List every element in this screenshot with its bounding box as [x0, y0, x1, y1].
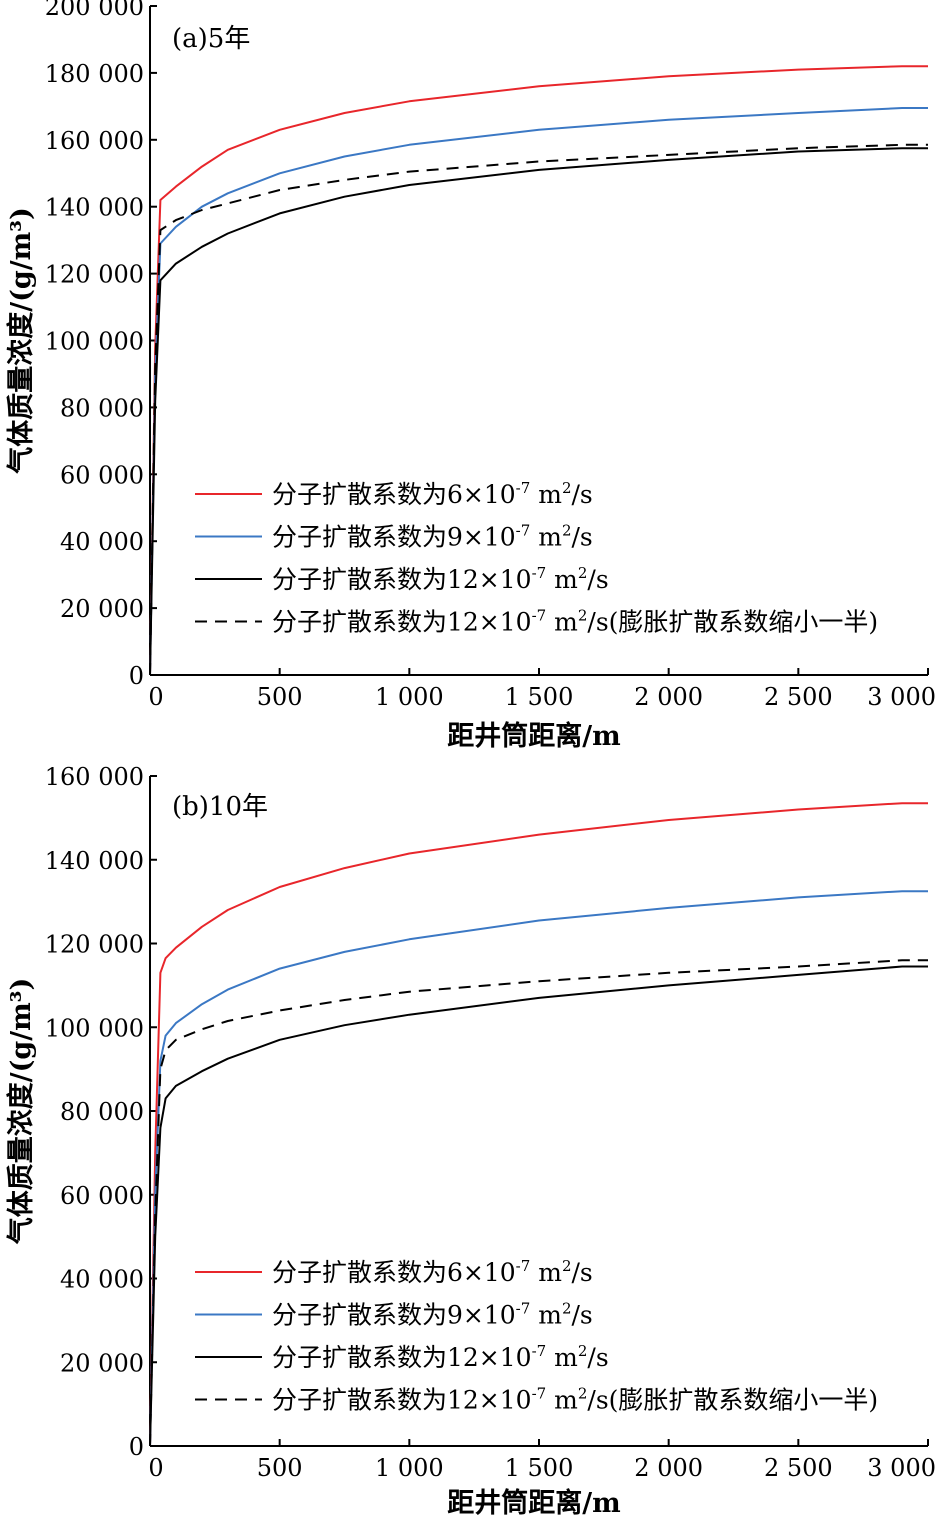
y-tick-label: 120 000	[45, 931, 144, 959]
x-tick-label: 1 500	[505, 683, 574, 711]
y-tick-label: 0	[129, 1433, 144, 1461]
y-tick-label: 60 000	[60, 1182, 144, 1210]
y-tick-label: 180 000	[45, 60, 144, 88]
y-tick-label: 20 000	[60, 1349, 144, 1377]
y-tick-label: 200 000	[45, 0, 144, 21]
x-tick-label: 0	[148, 683, 163, 711]
y-tick-label: 60 000	[60, 461, 144, 489]
x-axis-title: 距井筒距离/m	[447, 1487, 620, 1519]
y-tick-label: 160 000	[45, 127, 144, 155]
x-tick-label: 3 000	[867, 1454, 936, 1482]
legend-label-3: 分子扩散系数为12×10-7 m2/s	[272, 564, 609, 594]
chart-panel-a: 0 20 000 40 000 60 000 80 000 100 000 120 000 1…	[5, 0, 936, 752]
series-line-3	[149, 147, 928, 676]
x-tick-label: 500	[257, 1454, 303, 1482]
x-tick-label: 1 500	[505, 1454, 574, 1482]
y-tick-label: 40 000	[60, 528, 144, 556]
panel-label: (b)10年	[172, 792, 268, 822]
y-tick-label: 20 000	[60, 595, 144, 623]
legend-label-1: 分子扩散系数为6×10-7 m2/s	[272, 479, 593, 509]
x-tick-label: 2 500	[764, 683, 833, 711]
x-tick-label: 0	[148, 1454, 163, 1482]
series-line-2	[149, 890, 928, 1447]
legend-label-4: 分子扩散系数为12×10-7 m2/s(膨胀扩散系数缩小一半)	[272, 607, 878, 637]
y-tick-label: 100 000	[45, 1014, 144, 1042]
series-line-1	[149, 65, 928, 676]
x-tick-label: 1 000	[375, 683, 444, 711]
y-tick-label: 0	[129, 662, 144, 690]
series-line-2	[149, 107, 928, 676]
x-tick-label: 2 500	[764, 1454, 833, 1482]
series-line-4	[149, 959, 928, 1447]
y-tick-label: 140 000	[45, 847, 144, 875]
y-axis-title: 气体质量浓度/(g/m³)	[5, 207, 37, 475]
y-tick-label: 40 000	[60, 1266, 144, 1294]
legend-label-2: 分子扩散系数为9×10-7 m2/s	[272, 1300, 593, 1330]
legend-label-2: 分子扩散系数为9×10-7 m2/s	[272, 522, 593, 552]
series-line-4	[149, 143, 928, 676]
chart-panel-b: 0 20 000 40 000 60 000 80 000 100 000 120 000 1…	[5, 763, 936, 1519]
series-line-1	[149, 802, 928, 1447]
y-tick-label: 80 000	[60, 394, 144, 422]
series-line-3	[149, 965, 928, 1447]
y-tick-label: 80 000	[60, 1098, 144, 1126]
legend-label-4: 分子扩散系数为12×10-7 m2/s(膨胀扩散系数缩小一半)	[272, 1385, 878, 1415]
y-tick-label: 160 000	[45, 763, 144, 791]
panel-label: (a)5年	[172, 24, 250, 54]
y-tick-label: 100 000	[45, 328, 144, 356]
y-axis-title: 气体质量浓度/(g/m³)	[5, 978, 37, 1246]
x-tick-label: 500	[257, 683, 303, 711]
y-tick-label: 120 000	[45, 261, 144, 289]
legend-label-1: 分子扩散系数为6×10-7 m2/s	[272, 1257, 593, 1287]
x-axis-title: 距井筒距离/m	[447, 720, 620, 752]
x-tick-label: 2 000	[634, 1454, 703, 1482]
x-tick-label: 2 000	[634, 683, 703, 711]
y-tick-label: 140 000	[45, 194, 144, 222]
legend-label-3: 分子扩散系数为12×10-7 m2/s	[272, 1342, 609, 1372]
x-tick-label: 1 000	[375, 1454, 444, 1482]
x-tick-label: 3 000	[867, 683, 936, 711]
